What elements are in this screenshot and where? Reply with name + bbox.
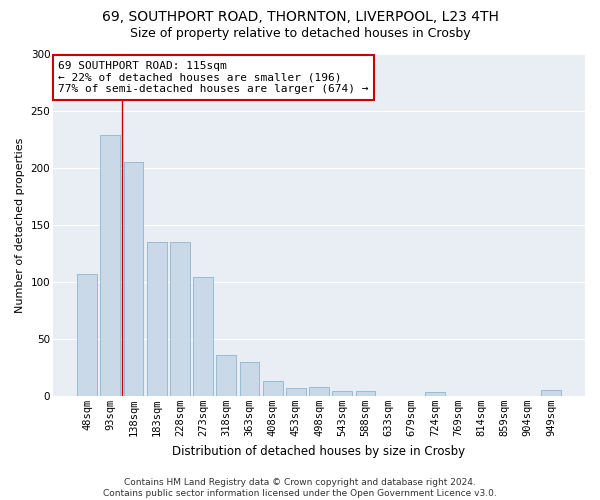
Bar — [77, 274, 97, 396]
Bar — [193, 278, 213, 396]
Bar — [124, 162, 143, 396]
Text: Size of property relative to detached houses in Crosby: Size of property relative to detached ho… — [130, 28, 470, 40]
Text: 69 SOUTHPORT ROAD: 115sqm
← 22% of detached houses are smaller (196)
77% of semi: 69 SOUTHPORT ROAD: 115sqm ← 22% of detac… — [58, 61, 369, 94]
Bar — [332, 392, 352, 396]
Bar — [541, 390, 561, 396]
Bar — [239, 362, 259, 396]
Bar — [100, 135, 120, 396]
Bar — [356, 392, 375, 396]
Bar — [147, 242, 167, 396]
Bar — [170, 242, 190, 396]
Bar — [309, 387, 329, 396]
Bar — [425, 392, 445, 396]
Text: 69, SOUTHPORT ROAD, THORNTON, LIVERPOOL, L23 4TH: 69, SOUTHPORT ROAD, THORNTON, LIVERPOOL,… — [101, 10, 499, 24]
Bar — [263, 381, 283, 396]
Text: Contains HM Land Registry data © Crown copyright and database right 2024.
Contai: Contains HM Land Registry data © Crown c… — [103, 478, 497, 498]
Bar — [286, 388, 306, 396]
Y-axis label: Number of detached properties: Number of detached properties — [15, 138, 25, 312]
X-axis label: Distribution of detached houses by size in Crosby: Distribution of detached houses by size … — [172, 444, 466, 458]
Bar — [217, 355, 236, 396]
